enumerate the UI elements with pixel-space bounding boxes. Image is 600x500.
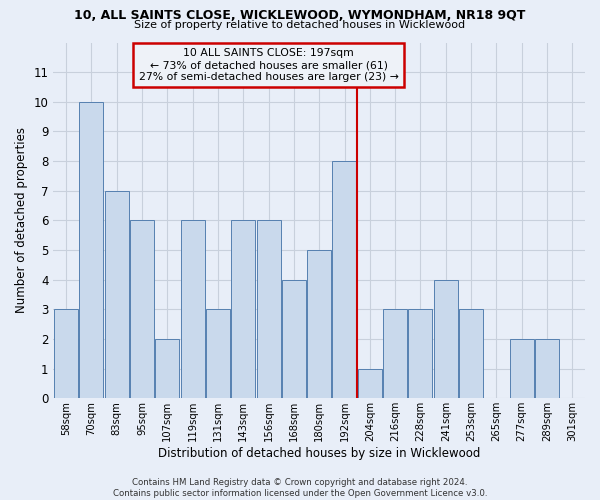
Bar <box>434 280 458 398</box>
Bar <box>509 339 534 398</box>
Bar <box>79 102 103 399</box>
Bar <box>231 220 255 398</box>
Bar <box>181 220 205 398</box>
Bar <box>155 339 179 398</box>
Bar <box>307 250 331 398</box>
Bar <box>332 161 356 398</box>
Text: 10 ALL SAINTS CLOSE: 197sqm
← 73% of detached houses are smaller (61)
27% of sem: 10 ALL SAINTS CLOSE: 197sqm ← 73% of det… <box>139 48 398 82</box>
Bar <box>282 280 306 398</box>
Bar <box>358 368 382 398</box>
Bar <box>130 220 154 398</box>
Text: Size of property relative to detached houses in Wicklewood: Size of property relative to detached ho… <box>134 20 466 30</box>
Bar <box>54 310 78 398</box>
Bar <box>459 310 483 398</box>
Text: Contains HM Land Registry data © Crown copyright and database right 2024.
Contai: Contains HM Land Registry data © Crown c… <box>113 478 487 498</box>
Y-axis label: Number of detached properties: Number of detached properties <box>15 128 28 314</box>
Bar <box>257 220 281 398</box>
Bar <box>104 190 129 398</box>
X-axis label: Distribution of detached houses by size in Wicklewood: Distribution of detached houses by size … <box>158 447 481 460</box>
Bar <box>206 310 230 398</box>
Bar <box>383 310 407 398</box>
Bar <box>409 310 433 398</box>
Text: 10, ALL SAINTS CLOSE, WICKLEWOOD, WYMONDHAM, NR18 9QT: 10, ALL SAINTS CLOSE, WICKLEWOOD, WYMOND… <box>74 9 526 22</box>
Bar <box>535 339 559 398</box>
